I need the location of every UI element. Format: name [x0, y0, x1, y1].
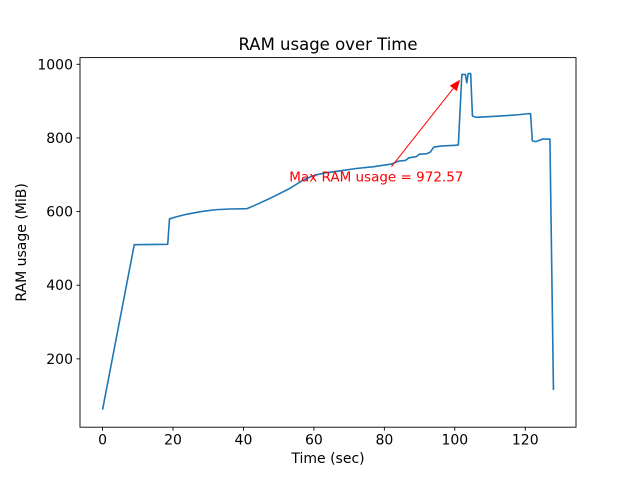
chart-title: RAM usage over Time: [238, 35, 417, 54]
x-tick-label: 80: [375, 433, 393, 449]
plot-area: 0 20 40 60 80 100 120 200 400 600 800 1000: [37, 57, 577, 449]
y-tick-label: 1000: [37, 57, 73, 73]
ram-usage-line: [101, 72, 555, 410]
axes-spines: [79, 57, 577, 428]
x-tick-label: 100: [441, 433, 468, 449]
y-tick-label: 200: [46, 352, 73, 368]
x-axis-label: Time (sec): [290, 451, 364, 467]
max-annotation-text: Max RAM usage = 972.57: [289, 169, 463, 185]
y-tick-label: 800: [46, 131, 73, 147]
x-tick-label: 0: [98, 433, 107, 449]
x-tick-label: 60: [305, 433, 323, 449]
y-tick-label: 400: [46, 278, 73, 294]
x-tick-label: 40: [235, 433, 253, 449]
x-tick-label: 20: [164, 433, 182, 449]
y-axis-label: RAM usage (MiB): [14, 183, 30, 301]
y-tick-label: 600: [46, 205, 73, 221]
x-tick-label: 120: [512, 433, 539, 449]
annotation-arrow-shaft: [391, 88, 454, 167]
annotation-arrow-head: [449, 79, 461, 92]
